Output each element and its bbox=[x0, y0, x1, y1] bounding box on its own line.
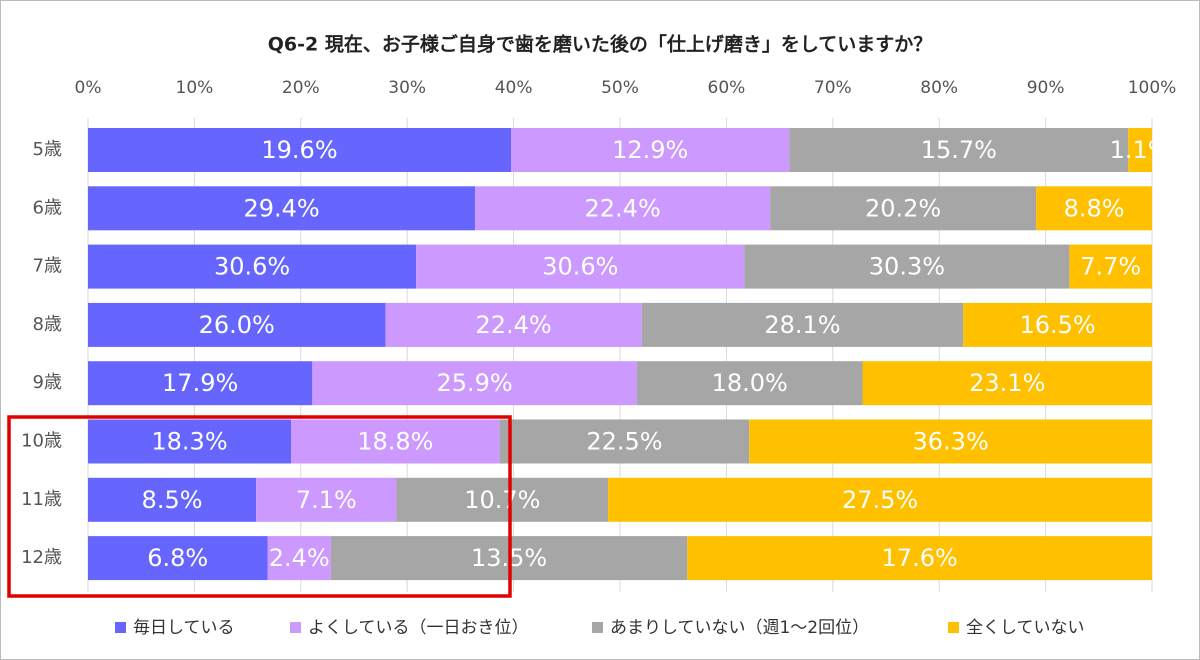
data-label: 30.6% bbox=[214, 253, 290, 281]
legend-swatch bbox=[592, 622, 603, 633]
bar-segment bbox=[267, 536, 331, 581]
data-label: 18.3% bbox=[151, 428, 227, 456]
bar-segment bbox=[88, 361, 313, 406]
x-tick-label: 40% bbox=[495, 78, 533, 98]
bar-segment bbox=[1069, 244, 1152, 289]
legend-label: 全くしていない bbox=[966, 618, 1085, 638]
x-tick-label: 0% bbox=[75, 78, 102, 98]
bar-segment bbox=[385, 302, 642, 347]
data-label: 7.1% bbox=[296, 486, 357, 514]
bar-segment bbox=[291, 419, 500, 464]
data-label: 36.3% bbox=[913, 428, 989, 456]
data-label: 16.5% bbox=[1019, 311, 1095, 339]
data-label: 23.1% bbox=[969, 369, 1045, 397]
bar-segment bbox=[475, 186, 771, 231]
bar-segment bbox=[687, 536, 1152, 581]
bar-segment bbox=[770, 186, 1037, 231]
bar-segment bbox=[88, 186, 476, 231]
bar-segment bbox=[608, 477, 1152, 522]
x-tick-label: 30% bbox=[388, 78, 426, 98]
bar-segment bbox=[416, 244, 745, 289]
y-tick-label: 11歳 bbox=[21, 489, 62, 510]
data-label: 20.2% bbox=[865, 194, 941, 222]
data-label: 22.5% bbox=[586, 428, 662, 456]
chart-title: Q6-2 現在、お子様ご自身で歯を磨いた後の「仕上げ磨き」をしていますか？ bbox=[268, 33, 933, 56]
legend-label: あまりしていない（週1～2回位） bbox=[610, 618, 869, 638]
x-tick-label: 60% bbox=[708, 78, 746, 98]
bar-segment bbox=[511, 128, 790, 172]
bar-segment bbox=[789, 128, 1129, 172]
bar-segment bbox=[88, 477, 257, 522]
bar-segment bbox=[88, 419, 292, 464]
bar-segment bbox=[312, 361, 637, 406]
legend-label: 毎日している bbox=[133, 618, 235, 638]
data-label: 8.5% bbox=[142, 486, 203, 514]
data-label: 7.7% bbox=[1080, 253, 1141, 281]
data-label: 18.8% bbox=[357, 428, 433, 456]
legend-swatch bbox=[290, 622, 301, 633]
data-label: 15.7% bbox=[921, 136, 997, 164]
data-label: 2.4% bbox=[269, 544, 330, 572]
legend-swatch bbox=[948, 622, 959, 633]
data-label: 17.9% bbox=[162, 369, 238, 397]
data-label: 22.4% bbox=[585, 194, 661, 222]
bar-segment bbox=[88, 128, 512, 172]
data-label: 19.6% bbox=[261, 136, 337, 164]
data-label: 17.6% bbox=[882, 544, 958, 572]
x-tick-label: 90% bbox=[1027, 78, 1065, 98]
x-tick-label: 100% bbox=[1128, 78, 1177, 98]
x-tick-label: 50% bbox=[601, 78, 639, 98]
y-tick-label: 7歳 bbox=[33, 256, 62, 277]
data-label: 1.1% bbox=[1110, 136, 1171, 164]
highlight-box bbox=[7, 415, 512, 598]
bar-segment bbox=[636, 361, 863, 406]
data-label: 12.9% bbox=[612, 136, 688, 164]
y-tick-label: 5歳 bbox=[33, 139, 62, 160]
y-tick-label: 10歳 bbox=[21, 431, 62, 452]
data-label: 30.3% bbox=[869, 253, 945, 281]
legend-swatch bbox=[115, 622, 126, 633]
data-label: 6.8% bbox=[147, 544, 208, 572]
y-tick-label: 12歳 bbox=[21, 547, 62, 568]
data-label: 18.0% bbox=[712, 369, 788, 397]
bar-segment bbox=[396, 477, 609, 522]
data-label: 25.9% bbox=[436, 369, 512, 397]
data-label: 27.5% bbox=[842, 486, 918, 514]
bar-segment bbox=[1036, 186, 1152, 231]
x-tick-label: 10% bbox=[176, 78, 214, 98]
bars: 5歳 19.6% 12.9% 15.7% 1.1% 6歳 29.4% 22.4% 20.2% 8.… bbox=[21, 128, 1171, 581]
x-tick-label: 70% bbox=[814, 78, 852, 98]
y-tick-label: 6歳 bbox=[33, 197, 62, 218]
data-label: 28.1% bbox=[764, 311, 840, 339]
legend-label: よくしている（一日おき位） bbox=[308, 618, 529, 638]
data-label: 30.6% bbox=[542, 253, 618, 281]
bar-segment bbox=[88, 536, 268, 581]
bar-segment bbox=[499, 419, 750, 464]
x-tick-label: 20% bbox=[282, 78, 320, 98]
bar-segment bbox=[88, 302, 386, 347]
y-tick-label: 8歳 bbox=[33, 314, 62, 335]
bar-segment bbox=[88, 244, 417, 289]
bar-segment bbox=[744, 244, 1070, 289]
data-label: 10.7% bbox=[464, 486, 540, 514]
bar-segment bbox=[963, 302, 1152, 347]
bar-segment bbox=[641, 302, 964, 347]
bar-segment bbox=[1128, 128, 1152, 172]
bar-segment bbox=[256, 477, 397, 522]
x-tick-label: 80% bbox=[920, 78, 958, 98]
bar-segment bbox=[862, 361, 1152, 406]
bar-segment bbox=[749, 419, 1152, 464]
data-label: 8.8% bbox=[1064, 194, 1125, 222]
y-tick-label: 9歳 bbox=[33, 372, 62, 393]
data-label: 29.4% bbox=[243, 194, 319, 222]
legend: 毎日している よくしている（一日おき位） あまりしていない（週1～2回位） 全くしてい… bbox=[115, 618, 1085, 638]
data-label: 26.0% bbox=[199, 311, 275, 339]
data-label: 22.4% bbox=[475, 311, 551, 339]
